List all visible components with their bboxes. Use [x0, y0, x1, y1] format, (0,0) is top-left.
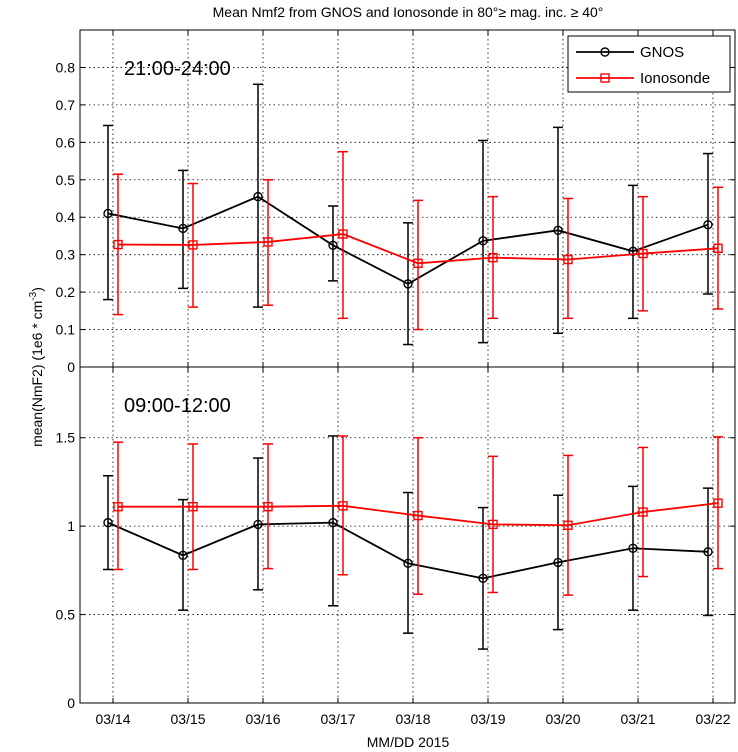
x-tick-label: 03/19 — [470, 711, 505, 727]
y-tick-label-top: 0.4 — [56, 209, 76, 225]
legend-label-ionosonde: Ionosonde — [640, 70, 710, 87]
y-axis-label-close: ) — [29, 287, 45, 292]
data-point-gnos — [328, 240, 338, 251]
data-point-gnos — [628, 543, 638, 553]
data-point-gnos — [553, 557, 563, 568]
data-point-ionosonde — [413, 510, 423, 521]
legend-label-gnos: GNOS — [640, 44, 684, 61]
y-tick-label-top: 0 — [67, 359, 75, 375]
data-point-ionosonde — [263, 237, 273, 247]
legend: GNOS Ionosonde — [567, 35, 731, 93]
y-tick-label-bottom: 1 — [67, 518, 75, 534]
y-tick-label-top: 0.3 — [56, 247, 76, 263]
panel-annotation-bottom: 09:00-12:00 — [124, 395, 231, 417]
y-tick-label-top: 0.7 — [56, 97, 76, 113]
data-point-ionosonde — [563, 254, 573, 265]
x-tick-label: 03/15 — [170, 711, 205, 727]
data-point-gnos — [178, 223, 188, 234]
x-tick-label: 03/17 — [320, 711, 355, 727]
data-point-gnos — [703, 547, 713, 557]
data-point-gnos — [103, 517, 113, 528]
data-point-gnos — [178, 550, 188, 561]
y-axis-label: mean(NmF2) (1e6 * cm-3) — [28, 287, 45, 447]
data-point-gnos — [703, 220, 713, 230]
y-tick-label-top: 0.6 — [56, 134, 76, 150]
data-point-ionosonde — [488, 519, 498, 530]
y-tick-label-top: 0.8 — [56, 59, 76, 75]
panel-bottom: 0 0.5 1 1.5 09:00-12:00 03/14 03/15 03/16 03/17 0… — [56, 366, 736, 727]
data-point-ionosonde — [188, 240, 198, 250]
x-tick-label: 03/16 — [245, 711, 280, 727]
legend-marker-gnos — [600, 47, 610, 57]
data-point-gnos — [328, 517, 338, 528]
y-axis-label-superscript: -3 — [28, 291, 39, 300]
chart-title: Mean Nmf2 from GNOS and Ionosonde in 80°… — [213, 4, 604, 20]
data-point-gnos — [103, 208, 113, 219]
series-line-ionosonde — [118, 502, 719, 527]
series-line-ionosonde — [117, 233, 719, 265]
data-point-ionosonde — [713, 243, 723, 254]
y-axis-label-main: mean(NmF2) (1e6 * cm — [29, 301, 45, 447]
y-tick-label-bottom: 0.5 — [56, 607, 76, 623]
data-point-gnos — [478, 236, 488, 246]
legend-marker-ionosonde — [600, 73, 610, 83]
data-point-gnos — [253, 519, 263, 530]
series-line-gnos — [107, 195, 709, 285]
legend-box — [567, 35, 731, 93]
x-axis-label: MM/DD 2015 — [367, 734, 450, 750]
data-point-gnos — [403, 558, 413, 568]
data-point-gnos — [628, 246, 638, 256]
data-point-gnos — [253, 191, 263, 202]
data-point-ionosonde — [713, 498, 723, 508]
x-tick-label: 03/20 — [545, 711, 580, 727]
x-tick-label: 03/18 — [395, 711, 430, 727]
data-point-ionosonde — [113, 239, 123, 250]
data-point-ionosonde — [638, 248, 648, 259]
y-tick-label-top: 0.5 — [56, 172, 76, 188]
data-point-ionosonde — [188, 502, 198, 512]
y-tick-label-top: 0.1 — [56, 322, 76, 338]
data-point-gnos — [478, 573, 488, 584]
data-point-gnos — [553, 225, 563, 236]
x-tick-label: 03/21 — [620, 711, 655, 727]
data-point-ionosonde — [338, 501, 348, 511]
data-point-ionosonde — [113, 502, 123, 512]
data-point-ionosonde — [263, 502, 273, 512]
data-point-ionosonde — [488, 252, 498, 263]
data-point-ionosonde — [638, 507, 648, 517]
x-tick-label: 03/14 — [95, 711, 130, 727]
data-point-gnos — [403, 279, 413, 289]
series-line-gnos — [107, 521, 709, 580]
data-point-ionosonde — [338, 229, 348, 239]
x-tick-label: 03/22 — [695, 711, 730, 727]
panel-annotation-top: 21:00-24:00 — [124, 58, 231, 80]
y-tick-label-bottom: 0 — [67, 695, 75, 711]
data-point-ionosonde — [563, 520, 573, 530]
data-point-ionosonde — [413, 258, 423, 268]
y-tick-label-top: 0.2 — [56, 284, 76, 300]
y-tick-label-bottom: 1.5 — [56, 430, 76, 446]
